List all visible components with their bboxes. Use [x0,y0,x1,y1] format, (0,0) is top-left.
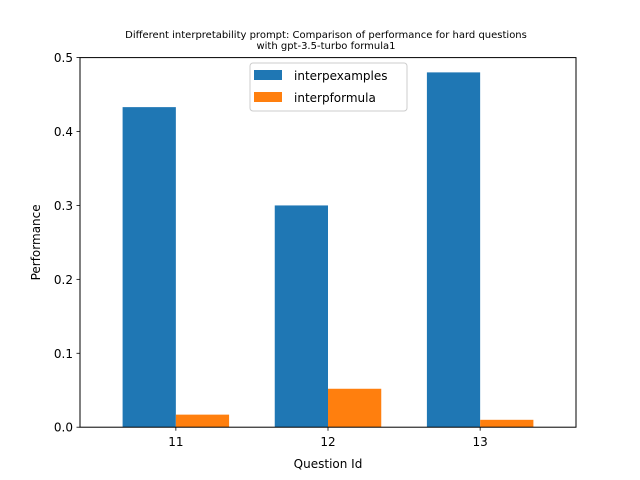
bar-interpformula-11 [175,414,230,428]
y-axis-label: Performance [29,204,43,280]
chart-title-line1: Different interpretability prompt: Compa… [125,30,527,41]
bar-interpexamples-13 [426,72,481,428]
legend-swatch-interpexamples [254,70,282,80]
y-axis-ticks: 0.0 0.1 0.2 0.3 0.4 0.5 [54,51,80,435]
bar-interpexamples-12 [274,205,328,428]
y-tick-label: 0.1 [54,347,73,361]
legend-box [249,62,408,112]
y-tick-label: 0.4 [54,125,73,139]
y-tick-label: 0.0 [54,421,73,435]
legend-label-interpexamples: interpexamples [294,69,387,83]
bar-interpformula-12 [328,388,382,428]
plot-frame [79,57,577,428]
x-tick-label: 11 [168,435,183,449]
x-tick-label: 12 [320,435,335,449]
x-axis-ticks: 11 12 13 [168,427,488,449]
legend-swatch-interpformula [254,92,282,102]
y-tick-label: 0.5 [54,51,73,65]
bars-group [122,72,534,428]
legend: interpexamples interpformula [249,62,408,112]
y-tick-label: 0.2 [54,273,73,287]
bar-interpexamples-11 [122,107,176,428]
x-axis-label: Question Id [294,457,363,471]
chart-title-line2: with gpt-3.5-turbo formula1 [256,41,395,52]
x-tick-label: 13 [473,435,488,449]
legend-label-interpformula: interpformula [294,91,376,105]
bar-interpformula-13 [480,419,534,428]
y-tick-label: 0.3 [54,199,73,213]
